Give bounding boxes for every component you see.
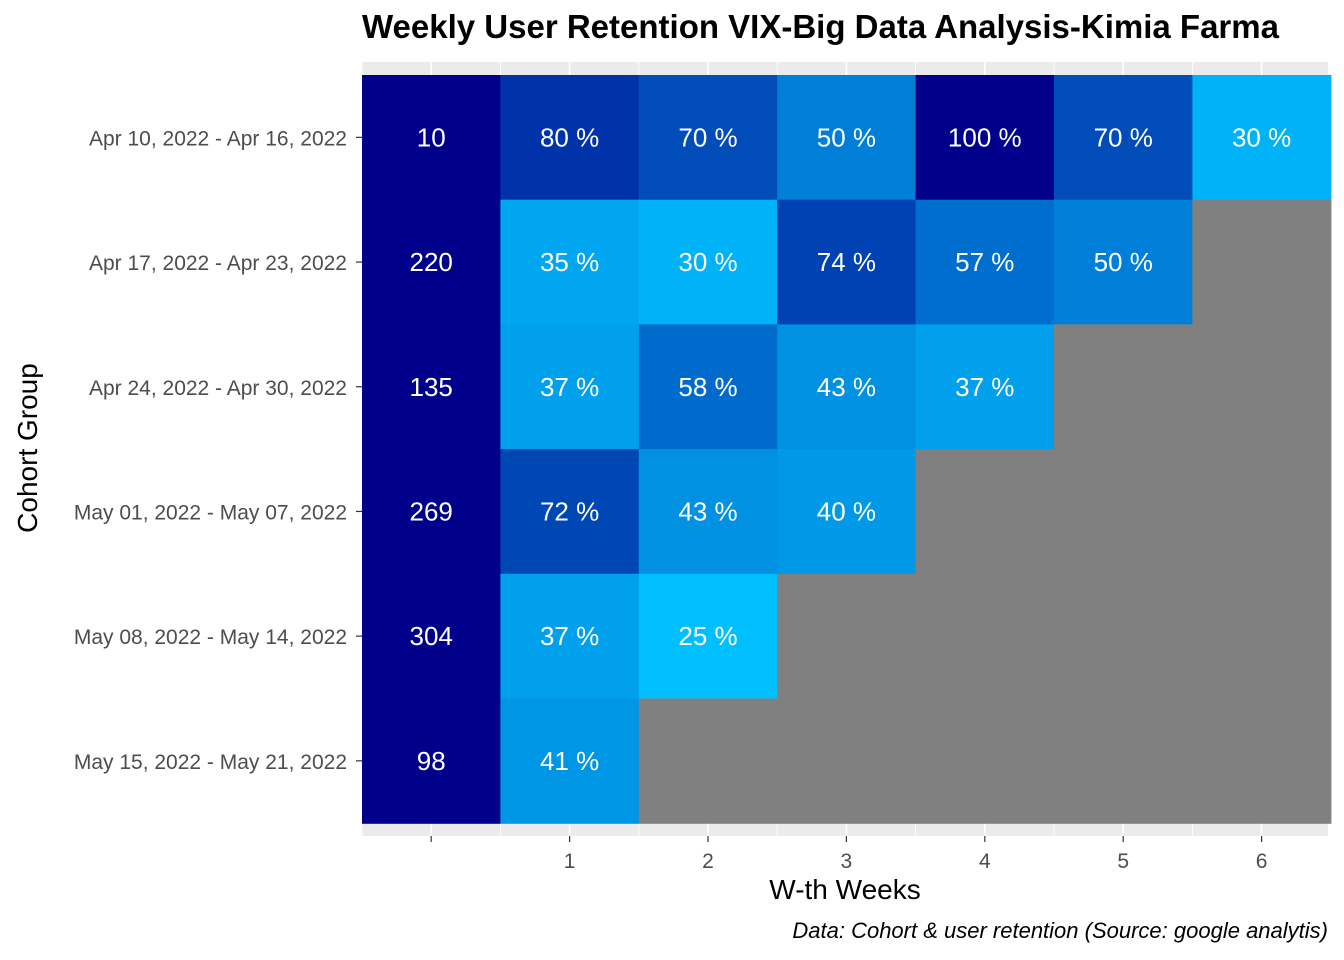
- retention-cell: [638, 75, 778, 201]
- chart-title: Weekly User Retention VIX-Big Data Analy…: [362, 8, 1279, 45]
- y-tick-label: Apr 17, 2022 - Apr 23, 2022: [89, 252, 347, 275]
- retention-label: 74 %: [817, 247, 876, 277]
- retention-cell: [500, 449, 640, 575]
- empty-cell: [915, 449, 1055, 575]
- cohort-size-label: 98: [417, 746, 446, 776]
- empty-cell: [1192, 324, 1332, 450]
- empty-cell: [1192, 449, 1332, 575]
- empty-cell: [1192, 199, 1332, 325]
- retention-label: 70 %: [1094, 122, 1153, 152]
- retention-label: 80 %: [540, 122, 599, 152]
- cohort-size-label: 135: [410, 372, 453, 402]
- empty-cell: [777, 573, 917, 700]
- empty-cell: [915, 573, 1055, 700]
- retention-label: 41 %: [540, 746, 599, 776]
- retention-cell: [500, 199, 640, 325]
- retention-label: 37 %: [955, 372, 1014, 402]
- retention-cell: [777, 199, 917, 325]
- y-tick-label: May 15, 2022 - May 21, 2022: [74, 751, 347, 774]
- cohort-size-cell: [362, 324, 501, 450]
- retention-label: 50 %: [817, 122, 876, 152]
- retention-cell: [777, 324, 917, 450]
- cohort-size-label: 304: [410, 621, 453, 651]
- retention-cell: [915, 324, 1055, 450]
- retention-cell: [500, 573, 640, 700]
- retention-cell: [777, 75, 917, 201]
- retention-cell: [638, 573, 778, 700]
- x-tick-label: 2: [702, 850, 714, 873]
- y-axis-label: Cohort Group: [12, 363, 43, 533]
- retention-cell: [638, 449, 778, 575]
- retention-cell: [777, 449, 917, 575]
- retention-label: 35 %: [540, 247, 599, 277]
- retention-label: 40 %: [817, 496, 876, 526]
- empty-cell: [1054, 698, 1193, 824]
- retention-label: 37 %: [540, 372, 599, 402]
- y-tick-label: Apr 10, 2022 - Apr 16, 2022: [89, 127, 347, 150]
- retention-cell: [915, 75, 1055, 201]
- empty-cell: [915, 698, 1055, 824]
- cohort-size-cell: [362, 698, 501, 824]
- x-tick-label: 6: [1256, 850, 1268, 873]
- x-tick-label: 4: [979, 850, 991, 873]
- retention-label: 70 %: [678, 122, 737, 152]
- retention-cell: [1192, 75, 1332, 201]
- retention-cell: [638, 324, 778, 450]
- retention-label: 58 %: [678, 372, 737, 402]
- retention-label: 43 %: [678, 496, 737, 526]
- empty-cell: [1054, 449, 1193, 575]
- cohort-size-cell: [362, 75, 501, 201]
- cohort-size-label: 10: [417, 122, 446, 152]
- retention-label: 100 %: [948, 122, 1022, 152]
- retention-cell: [1054, 199, 1193, 325]
- empty-cell: [638, 698, 778, 824]
- x-axis-label: W-th Weeks: [769, 874, 921, 905]
- retention-cell: [500, 75, 640, 201]
- retention-label: 43 %: [817, 372, 876, 402]
- retention-label: 30 %: [678, 247, 737, 277]
- x-tick-label: 1: [564, 850, 576, 873]
- empty-cell: [1192, 698, 1332, 824]
- empty-cell: [777, 698, 917, 824]
- retention-label: 50 %: [1094, 247, 1153, 277]
- retention-cell: [915, 199, 1055, 325]
- cohort-size-label: 269: [410, 496, 453, 526]
- retention-cell: [638, 199, 778, 325]
- retention-cell: [500, 698, 640, 824]
- retention-label: 72 %: [540, 496, 599, 526]
- cohort-size-cell: [362, 449, 501, 575]
- retention-cell: [1054, 75, 1193, 201]
- x-tick-label: 5: [1117, 850, 1129, 873]
- empty-cell: [1192, 573, 1332, 700]
- x-tick-label: 3: [841, 850, 853, 873]
- retention-label: 57 %: [955, 247, 1014, 277]
- retention-label: 30 %: [1232, 122, 1291, 152]
- retention-cell: [500, 324, 640, 450]
- y-tick-label: Apr 24, 2022 - Apr 30, 2022: [89, 377, 347, 400]
- cohort-size-cell: [362, 573, 501, 700]
- empty-cell: [1054, 324, 1193, 450]
- chart-caption: Data: Cohort & user retention (Source: g…: [792, 918, 1328, 943]
- y-tick-label: May 01, 2022 - May 07, 2022: [74, 501, 347, 524]
- retention-label: 25 %: [678, 621, 737, 651]
- empty-cell: [1054, 573, 1193, 700]
- y-tick-label: May 08, 2022 - May 14, 2022: [74, 626, 347, 649]
- cohort-size-cell: [362, 199, 501, 325]
- cohort-size-label: 220: [410, 247, 453, 277]
- retention-label: 37 %: [540, 621, 599, 651]
